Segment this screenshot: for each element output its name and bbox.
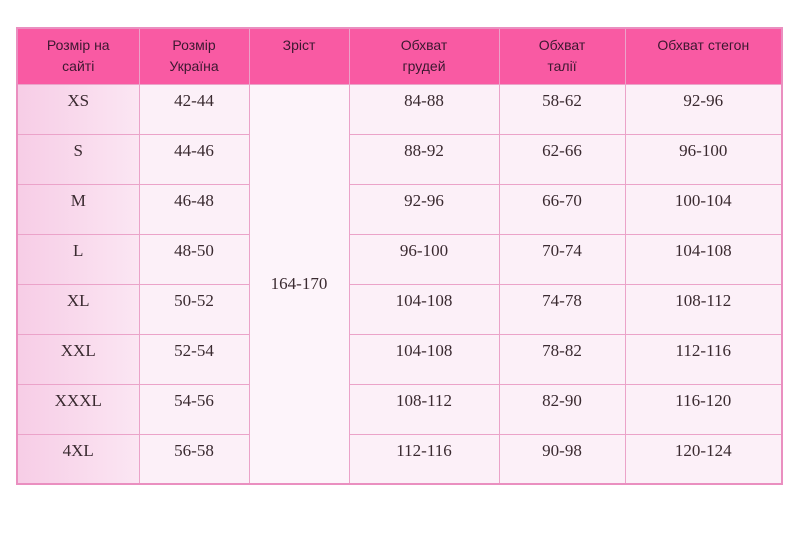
column-header: Розмір на сайті <box>16 27 140 85</box>
measurement-cell: 82-90 <box>498 383 626 435</box>
size-cell: L <box>16 233 140 285</box>
size-chart-table: Розмір на сайті Розмір Україна Зріст Обхват… <box>16 27 783 485</box>
measurement-cell: 104-108 <box>624 233 783 285</box>
size-cell: M <box>16 183 140 235</box>
measurement-cell: 112-116 <box>348 433 500 485</box>
column-header: Розмір Україна <box>138 27 250 85</box>
measurement-cell: 120-124 <box>624 433 783 485</box>
measurement-cell: 66-70 <box>498 183 626 235</box>
size-cell: 4XL <box>16 433 140 485</box>
size-cell: XS <box>16 83 140 135</box>
table-row: XXL 52-54 104-108 78-82 112-116 <box>16 333 783 385</box>
table-row: M 46-48 92-96 66-70 100-104 <box>16 183 783 235</box>
table-row: L 48-50 96-100 70-74 104-108 <box>16 233 783 285</box>
measurement-cell: 62-66 <box>498 133 626 185</box>
measurement-cell: 46-48 <box>138 183 250 235</box>
measurement-cell: 54-56 <box>138 383 250 435</box>
table-row: 4XL 56-58 112-116 90-98 120-124 <box>16 433 783 485</box>
size-cell: XXL <box>16 333 140 385</box>
column-header: Обхват талії <box>498 27 626 85</box>
size-cell: S <box>16 133 140 185</box>
measurement-cell: 108-112 <box>348 383 500 435</box>
column-header: Обхват стегон <box>624 27 783 85</box>
measurement-cell: 90-98 <box>498 433 626 485</box>
measurement-cell: 108-112 <box>624 283 783 335</box>
column-header: Обхват грудей <box>348 27 500 85</box>
table-row: XS 42-44 164-170 84-88 58-62 92-96 <box>16 83 783 485</box>
measurement-cell: 56-58 <box>138 433 250 485</box>
measurement-cell: 52-54 <box>138 333 250 385</box>
size-cell: XL <box>16 283 140 335</box>
table-row: S 44-46 88-92 62-66 96-100 <box>16 133 783 185</box>
table-row: XL 50-52 104-108 74-78 108-112 <box>16 283 783 335</box>
table-row: XXXL 54-56 108-112 82-90 116-120 <box>16 383 783 435</box>
measurement-cell: 116-120 <box>624 383 783 435</box>
column-header: Зріст <box>248 27 350 85</box>
measurement-cell: 100-104 <box>624 183 783 235</box>
measurement-cell: 48-50 <box>138 233 250 285</box>
measurement-cell: 92-96 <box>624 83 783 135</box>
measurement-cell: 44-46 <box>138 133 250 185</box>
size-cell: XXXL <box>16 383 140 435</box>
measurement-cell: 96-100 <box>348 233 500 285</box>
measurement-cell: 112-116 <box>624 333 783 385</box>
measurement-cell: 104-108 <box>348 333 500 385</box>
measurement-cell: 96-100 <box>624 133 783 185</box>
measurement-cell: 104-108 <box>348 283 500 335</box>
header-row: Розмір на сайті Розмір Україна Зріст Обхват… <box>16 27 783 85</box>
measurement-cell: 50-52 <box>138 283 250 335</box>
measurement-cell: 42-44 <box>138 83 250 135</box>
measurement-cell: 70-74 <box>498 233 626 285</box>
measurement-cell: 58-62 <box>498 83 626 135</box>
height-cell: 164-170 <box>248 83 350 485</box>
measurement-cell: 84-88 <box>348 83 500 135</box>
measurement-cell: 78-82 <box>498 333 626 385</box>
measurement-cell: 88-92 <box>348 133 500 185</box>
measurement-cell: 74-78 <box>498 283 626 335</box>
measurement-cell: 92-96 <box>348 183 500 235</box>
